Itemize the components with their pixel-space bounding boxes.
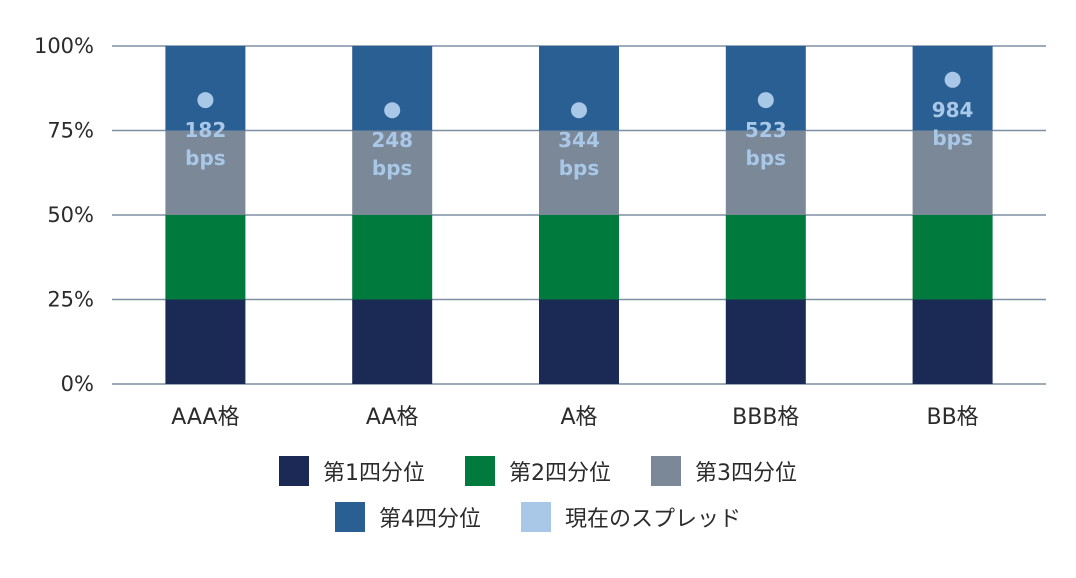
spread-markers: 182 bps 248 bps 344 bps 523 bps 984 bps — [185, 71, 974, 180]
legend-item-q3: 第3四分位 — [651, 455, 797, 487]
legend-row-2: 第4四分位 現在のスプレッド — [0, 501, 1076, 533]
y-tick-label: 50% — [47, 203, 94, 227]
bar-segment-q2 — [912, 215, 993, 300]
current-spread-marker — [944, 71, 961, 88]
legend-swatch-q4 — [334, 502, 365, 532]
legend-label-q2: 第2四分位 — [509, 461, 611, 486]
legend-label-current-spread: 現在のスプレッド — [564, 507, 741, 532]
current-spread-label: 344 bps — [558, 128, 600, 180]
legend-label-q1: 第1四分位 — [323, 461, 425, 486]
legend-swatch-q3 — [651, 456, 681, 486]
bar-segment-q3 — [165, 130, 246, 215]
bar-segment-q3 — [912, 130, 993, 215]
bar-segment-q3 — [725, 130, 806, 215]
legend-label-q3: 第3四分位 — [695, 461, 797, 486]
x-tick-label: AAA格 — [171, 405, 239, 430]
bar-segment-q4 — [165, 46, 246, 131]
bar-segment-q3 — [539, 130, 619, 215]
legend-item-q1: 第1四分位 — [279, 455, 425, 487]
bar-segment-q1 — [165, 299, 246, 384]
y-tick-label: 100% — [34, 34, 94, 58]
bar-segment-q1 — [725, 299, 806, 384]
current-spread-marker — [197, 92, 214, 109]
x-tick-label: A格 — [560, 405, 597, 430]
legend-item-q4: 第4四分位 — [334, 501, 481, 533]
y-tick-label: 25% — [47, 288, 94, 312]
stacked-bar-chart: 182 bps 248 bps 344 bps 523 bps 984 bps 0% 25% 50% 7… — [34, 34, 1046, 430]
current-spread-marker — [384, 102, 401, 119]
legend-swatch-current-spread — [520, 502, 551, 532]
legend-label-q4: 第4四分位 — [378, 507, 481, 532]
y-tick-label: 75% — [47, 119, 94, 143]
bar-segment-q1 — [352, 299, 433, 384]
current-spread-marker — [757, 92, 774, 109]
legend-row-1: 第1四分位 第2四分位 第3四分位 — [0, 455, 1076, 487]
bar-segment-q4 — [725, 46, 806, 131]
current-spread-label: 182 bps — [185, 118, 227, 170]
legend-item-q2: 第2四分位 — [465, 455, 611, 487]
legend-swatch-q2 — [465, 456, 495, 486]
y-tick-label: 0% — [61, 372, 94, 396]
bar-segment-q4 — [912, 46, 993, 131]
current-spread-marker — [571, 102, 587, 119]
bar-segment-q2 — [165, 215, 246, 300]
bars — [165, 46, 993, 384]
x-axis: AAA格 AA格 A格 BBB格 BB格 — [171, 405, 978, 430]
bar-segment-q2 — [539, 215, 619, 300]
legend-item-current-spread: 現在のスプレッド — [520, 501, 741, 533]
legend: 第1四分位 第2四分位 第3四分位 第4四分位 現在のスプレッド — [0, 455, 1076, 547]
x-tick-label: AA格 — [366, 405, 419, 430]
x-tick-label: BB格 — [927, 405, 979, 430]
current-spread-label: 984 bps — [932, 98, 974, 150]
bar-segment-q3 — [352, 130, 433, 215]
bar-segment-q1 — [912, 299, 993, 384]
legend-swatch-q1 — [279, 456, 309, 486]
y-axis: 0% 25% 50% 75% 100% — [34, 34, 94, 396]
current-spread-label: 248 bps — [371, 128, 413, 180]
bar-segment-q1 — [539, 299, 619, 384]
bar-segment-q2 — [352, 215, 433, 300]
bar-segment-q2 — [725, 215, 806, 300]
x-tick-label: BBB格 — [732, 405, 799, 430]
current-spread-label: 523 bps — [745, 118, 787, 170]
